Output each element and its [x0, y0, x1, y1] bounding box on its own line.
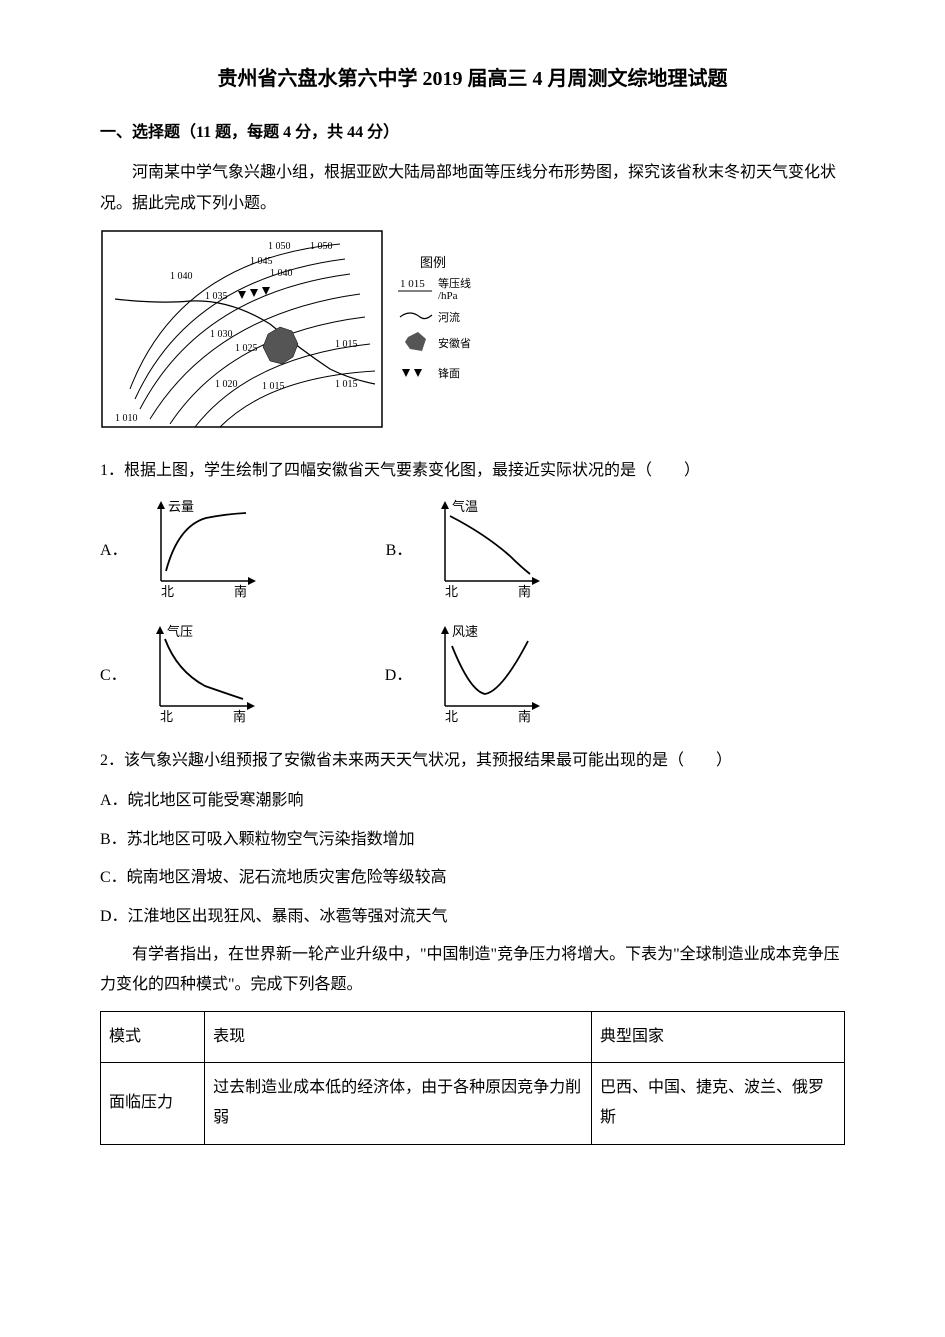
th-country: 典型国家: [592, 1011, 845, 1062]
axis-north: 北: [160, 709, 173, 724]
option-2c: C．皖南地区滑坡、泥石流地质灾害危险等级较高: [100, 863, 845, 893]
section-header: 一、选择题（11 题，每题 4 分，共 44 分）: [100, 118, 845, 148]
chart-d-ylabel: 风速: [452, 624, 478, 639]
isobar-label: 1 045: [250, 256, 273, 267]
axis-south: 南: [233, 709, 246, 724]
option-a-letter: A．: [100, 536, 128, 566]
option-row-2: C． 气压 北 南 D． 风速 北 南: [100, 621, 845, 731]
chart-c-ylabel: 气压: [167, 624, 193, 639]
legend-isobar-value: 1 015: [400, 278, 425, 290]
isobar-label: 1 015: [262, 381, 285, 392]
intro-paragraph-2: 有学者指出，在世界新一轮产业升级中，"中国制造"竞争压力将增大。下表为"全球制造…: [100, 940, 845, 1001]
isobar-label: 1 030: [210, 329, 233, 340]
map-figure: 1 050 1 050 1 045 1 040 1 040 1 035 1 03…: [100, 229, 500, 440]
axis-north: 北: [445, 709, 458, 724]
question-1: 1．根据上图，学生绘制了四幅安徽省天气要素变化图，最接近实际状况的是（ ）: [100, 456, 845, 486]
th-desc: 表现: [205, 1011, 592, 1062]
option-b: B． 气温 北 南: [386, 496, 551, 606]
legend-front: 锋面: [438, 367, 460, 380]
td-mode: 面临压力: [101, 1063, 205, 1145]
isobar-label: 1 035: [205, 291, 228, 302]
chart-d: 风速 北 南: [420, 621, 550, 731]
legend-province: 安徽省: [438, 336, 471, 350]
option-b-letter: B．: [386, 536, 413, 566]
option-c: C． 气压 北 南: [100, 621, 265, 731]
isobar-label: 1 020: [215, 379, 238, 390]
isobar-label: 1 010: [115, 413, 138, 424]
axis-south: 南: [234, 584, 247, 599]
legend-isobar-unit: /hPa: [438, 290, 458, 302]
isobar-label: 1 050: [268, 241, 291, 252]
chart-c: 气压 北 南: [135, 621, 265, 731]
isobar-label: 1 025: [235, 343, 258, 354]
legend-river: 河流: [438, 310, 460, 324]
isobar-label: 1 040: [270, 268, 293, 279]
chart-b-ylabel: 气温: [452, 499, 478, 514]
page-title: 贵州省六盘水第六中学 2019 届高三 4 月周测文综地理试题: [100, 60, 845, 98]
td-desc: 过去制造业成本低的经济体，由于各种原因竞争力削弱: [205, 1063, 592, 1145]
question-2: 2．该气象兴趣小组预报了安徽省未来两天天气状况，其预报结果最可能出现的是（ ）: [100, 746, 845, 776]
option-2d: D．江淮地区出现狂风、暴雨、冰雹等强对流天气: [100, 902, 845, 932]
th-mode: 模式: [101, 1011, 205, 1062]
option-a: A． 云量 北 南: [100, 496, 266, 606]
legend-title: 图例: [420, 255, 446, 270]
axis-north: 北: [445, 584, 458, 599]
td-country: 巴西、中国、捷克、波兰、俄罗斯: [592, 1063, 845, 1145]
table-row: 面临压力 过去制造业成本低的经济体，由于各种原因竞争力削弱 巴西、中国、捷克、波…: [101, 1063, 845, 1145]
isobar-label: 1 050: [310, 241, 333, 252]
intro-paragraph-1: 河南某中学气象兴趣小组，根据亚欧大陆局部地面等压线分布形势图，探究该省秋末冬初天…: [100, 158, 845, 219]
isobar-label: 1 040: [170, 271, 193, 282]
model-table: 模式 表现 典型国家 面临压力 过去制造业成本低的经济体，由于各种原因竞争力削弱…: [100, 1011, 845, 1145]
isobar-map: 1 050 1 050 1 045 1 040 1 040 1 035 1 03…: [100, 229, 500, 429]
axis-south: 南: [518, 709, 531, 724]
option-2a: A．皖北地区可能受寒潮影响: [100, 786, 845, 816]
legend-isobar-label: 等压线: [438, 276, 471, 290]
axis-north: 北: [161, 584, 174, 599]
axis-south: 南: [518, 584, 531, 599]
option-2b: B．苏北地区可吸入颗粒物空气污染指数增加: [100, 825, 845, 855]
chart-a-ylabel: 云量: [168, 499, 194, 514]
option-row-1: A． 云量 北 南 B． 气温 北 南: [100, 496, 845, 606]
isobar-label: 1 015: [335, 379, 358, 390]
chart-b: 气温 北 南: [420, 496, 550, 606]
table-header-row: 模式 表现 典型国家: [101, 1011, 845, 1062]
option-d: D． 风速 北 南: [385, 621, 551, 731]
option-d-letter: D．: [385, 661, 413, 691]
isobar-label: 1 015: [335, 339, 358, 350]
chart-a: 云量 北 南: [136, 496, 266, 606]
option-c-letter: C．: [100, 661, 127, 691]
